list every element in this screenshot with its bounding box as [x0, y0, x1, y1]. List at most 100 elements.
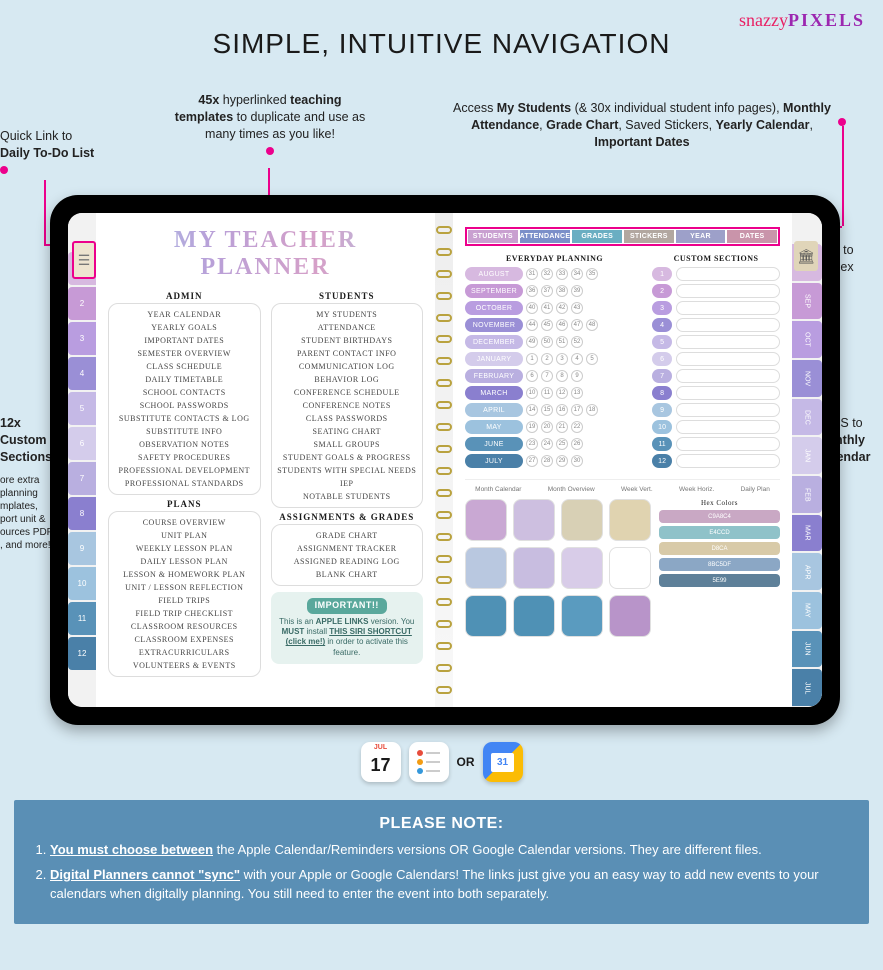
day-circle[interactable]: 11 [541, 387, 553, 399]
list-item[interactable]: Classroom Resources [113, 620, 256, 633]
day-circle[interactable]: 50 [541, 336, 553, 348]
day-circle[interactable]: 49 [526, 336, 538, 348]
month-tab[interactable]: JUL [792, 669, 822, 706]
day-circle[interactable]: 5 [586, 353, 598, 365]
custom-bar[interactable] [676, 437, 780, 451]
list-item[interactable]: Professional Standards [113, 477, 256, 490]
day-circle[interactable]: 10 [526, 387, 538, 399]
day-circle[interactable]: 12 [556, 387, 568, 399]
day-circle[interactable]: 45 [541, 319, 553, 331]
list-item[interactable]: My Students [276, 308, 419, 321]
quick-todo-icon[interactable]: ☰ [72, 241, 96, 279]
day-circle[interactable]: 19 [526, 421, 538, 433]
custom-bar[interactable] [676, 267, 780, 281]
month-tab[interactable]: FEB [792, 476, 822, 513]
month-tab[interactable]: APR [792, 553, 822, 590]
index-icon[interactable]: 🏛 [794, 241, 818, 271]
month-pill[interactable]: December [465, 335, 523, 349]
custom-bar[interactable] [676, 403, 780, 417]
day-circle[interactable]: 8 [556, 370, 568, 382]
day-circle[interactable]: 47 [571, 319, 583, 331]
view-label[interactable]: Week Horiz. [679, 486, 714, 493]
custom-num[interactable]: 5 [652, 335, 672, 349]
day-circle[interactable]: 22 [571, 421, 583, 433]
list-item[interactable]: Communication Log [276, 360, 419, 373]
list-item[interactable]: Student Birthdays [276, 334, 419, 347]
list-item[interactable]: Substitute Contacts & Log [113, 412, 256, 425]
day-circle[interactable]: 7 [541, 370, 553, 382]
month-tab[interactable]: OCT [792, 321, 822, 358]
month-pill[interactable]: August [465, 267, 523, 281]
sticker[interactable] [465, 499, 507, 541]
list-item[interactable]: Small Groups [276, 438, 419, 451]
list-item[interactable]: Seating Chart [276, 425, 419, 438]
top-tab[interactable]: ATTENDANCE [520, 230, 571, 243]
custom-bar[interactable] [676, 284, 780, 298]
custom-num[interactable]: 8 [652, 386, 672, 400]
custom-num[interactable]: 1 [652, 267, 672, 281]
sticker[interactable] [513, 595, 555, 637]
list-item[interactable]: Important Dates [113, 334, 256, 347]
day-circle[interactable]: 46 [556, 319, 568, 331]
day-circle[interactable]: 27 [526, 455, 538, 467]
section-tab[interactable]: 9 [68, 532, 96, 565]
list-item[interactable]: Behavior Log [276, 373, 419, 386]
day-circle[interactable]: 28 [541, 455, 553, 467]
list-item[interactable]: Attendance [276, 321, 419, 334]
custom-num[interactable]: 9 [652, 403, 672, 417]
month-tab[interactable]: SEP [792, 283, 822, 320]
view-label[interactable]: Daily Plan [741, 486, 770, 493]
list-item[interactable]: Volunteers & Events [113, 659, 256, 672]
list-item[interactable]: Classroom Expenses [113, 633, 256, 646]
list-item[interactable]: Professional Development [113, 464, 256, 477]
day-circle[interactable]: 18 [586, 404, 598, 416]
day-circle[interactable]: 43 [571, 302, 583, 314]
section-tab[interactable]: 5 [68, 392, 96, 425]
month-tab[interactable]: MAR [792, 515, 822, 552]
sticker[interactable] [465, 547, 507, 589]
month-tab[interactable]: JAN [792, 437, 822, 474]
list-item[interactable]: Substitute Info [113, 425, 256, 438]
day-circle[interactable]: 15 [541, 404, 553, 416]
day-circle[interactable]: 23 [526, 438, 538, 450]
month-tab[interactable]: JUN [792, 631, 822, 668]
section-tab[interactable]: 11 [68, 602, 96, 635]
list-item[interactable]: School Passwords [113, 399, 256, 412]
custom-bar[interactable] [676, 352, 780, 366]
day-circle[interactable]: 17 [571, 404, 583, 416]
section-tab[interactable]: 2 [68, 287, 96, 320]
day-circle[interactable]: 21 [556, 421, 568, 433]
day-circle[interactable]: 33 [556, 268, 568, 280]
section-tab[interactable]: 6 [68, 427, 96, 460]
month-tab[interactable]: NOV [792, 360, 822, 397]
sticker[interactable] [465, 595, 507, 637]
sticker[interactable] [513, 499, 555, 541]
custom-num[interactable]: 7 [652, 369, 672, 383]
day-circle[interactable]: 51 [556, 336, 568, 348]
list-item[interactable]: Safety Procedures [113, 451, 256, 464]
custom-num[interactable]: 11 [652, 437, 672, 451]
list-item[interactable]: Assigned Reading Log [276, 555, 419, 568]
list-item[interactable]: IEP [276, 477, 419, 490]
day-circle[interactable]: 30 [571, 455, 583, 467]
custom-bar[interactable] [676, 318, 780, 332]
custom-bar[interactable] [676, 420, 780, 434]
custom-num[interactable]: 2 [652, 284, 672, 298]
day-circle[interactable]: 36 [526, 285, 538, 297]
day-circle[interactable]: 13 [571, 387, 583, 399]
month-pill[interactable]: April [465, 403, 523, 417]
section-tab[interactable]: 4 [68, 357, 96, 390]
sticker[interactable] [513, 547, 555, 589]
list-item[interactable]: Unit Plan [113, 529, 256, 542]
list-item[interactable]: Grade Chart [276, 529, 419, 542]
day-circle[interactable]: 9 [571, 370, 583, 382]
day-circle[interactable]: 37 [541, 285, 553, 297]
section-tab[interactable]: 8 [68, 497, 96, 530]
day-circle[interactable]: 2 [541, 353, 553, 365]
list-item[interactable]: Class Passwords [276, 412, 419, 425]
view-label[interactable]: Month Calendar [475, 486, 521, 493]
list-item[interactable]: Notable Students [276, 490, 419, 503]
custom-num[interactable]: 12 [652, 454, 672, 468]
sticker[interactable] [609, 547, 651, 589]
top-tab[interactable]: DATES [727, 230, 777, 243]
